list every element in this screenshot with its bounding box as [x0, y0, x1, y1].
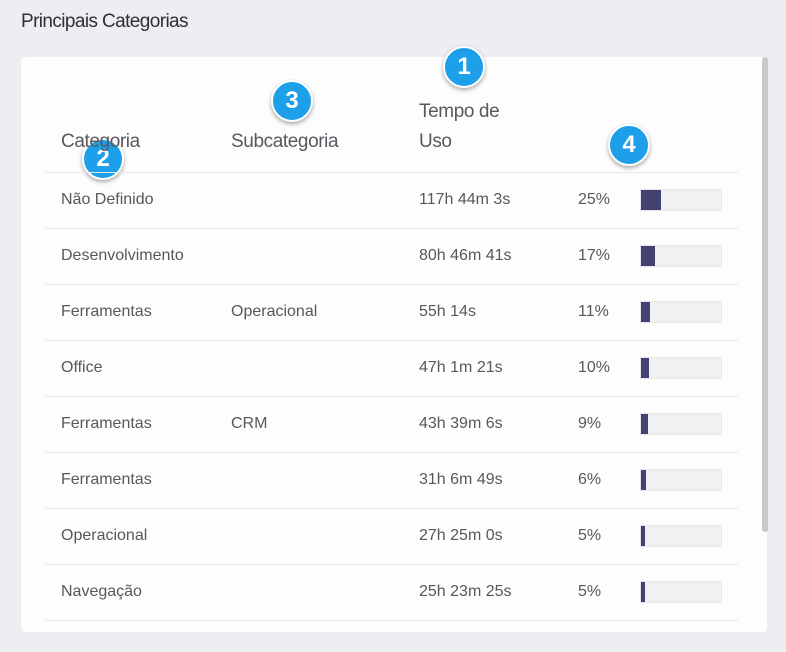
column-header-tempo-de-uso[interactable]: Tempo de Uso — [419, 97, 500, 157]
cell-categoria: Desenvolvimento — [61, 247, 184, 264]
cell-categoria: Não Definido — [61, 191, 154, 208]
cell-tempo: 80h 46m 41s — [419, 247, 512, 264]
share-bar-fill — [641, 526, 645, 546]
table-row[interactable]: Desenvolvimento 80h 46m 41s 17% — [45, 228, 738, 284]
annotation-badge-2: 2 — [82, 138, 124, 180]
column-header-tempo-line2: Uso — [419, 131, 452, 152]
table-row[interactable]: Operacional 27h 25m 0s 5% — [45, 508, 738, 564]
cell-categoria: Office — [61, 359, 103, 376]
cell-percent: 5% — [578, 583, 602, 600]
cell-categoria: Operacional — [61, 527, 148, 544]
share-bar-fill — [641, 470, 646, 490]
cell-tempo: 25h 23m 25s — [419, 583, 512, 600]
share-bar-fill — [641, 190, 661, 210]
cell-percent: 5% — [578, 527, 602, 544]
cell-categoria: Ferramentas — [61, 471, 152, 488]
cell-tempo: 43h 39m 6s — [419, 415, 503, 432]
share-bar-fill — [641, 358, 649, 378]
share-bar-fill — [641, 246, 655, 266]
table-row[interactable]: Não Definido 117h 44m 3s 25% — [45, 172, 738, 228]
cell-tempo: 47h 1m 21s — [419, 359, 503, 376]
categories-card: 2 3 1 4 Categoria Subcategoria Tempo de … — [21, 46, 767, 632]
table-row[interactable]: Navegação 25h 23m 25s 5% — [45, 564, 738, 621]
share-bar-fill — [641, 582, 645, 602]
table-row[interactable]: Ferramentas 31h 6m 49s 6% — [45, 452, 738, 508]
share-bar-track — [640, 301, 722, 323]
cell-tempo: 27h 25m 0s — [419, 527, 503, 544]
cell-percent: 9% — [578, 415, 602, 432]
share-bar-track — [640, 245, 722, 267]
annotation-badge-3: 3 — [271, 80, 313, 122]
table-row[interactable]: Office 47h 1m 21s 10% — [45, 340, 738, 396]
share-bar-track — [640, 357, 722, 379]
share-bar-track — [640, 581, 722, 603]
annotation-badge-1: 1 — [443, 46, 485, 88]
share-bar-track — [640, 413, 722, 435]
cell-tempo: 117h 44m 3s — [419, 191, 511, 208]
cell-percent: 10% — [578, 359, 611, 376]
table-header: 2 3 1 4 Categoria Subcategoria Tempo de … — [21, 46, 767, 180]
share-bar-fill — [641, 302, 650, 322]
column-header-subcategoria[interactable]: Subcategoria — [231, 131, 339, 152]
column-header-categoria[interactable]: Categoria — [61, 131, 140, 152]
share-bar-track — [640, 525, 722, 547]
page-title: Principais Categorias — [21, 11, 189, 32]
cell-percent: 6% — [578, 471, 602, 488]
vertical-scrollbar[interactable] — [762, 57, 768, 532]
cell-subcategoria: Operacional — [231, 303, 318, 320]
cell-tempo: 31h 6m 49s — [419, 471, 503, 488]
cell-percent: 25% — [578, 191, 611, 208]
cell-percent: 11% — [578, 303, 609, 320]
table-row[interactable]: Ferramentas CRM 43h 39m 6s 9% — [45, 396, 738, 452]
share-bar-track — [640, 469, 722, 491]
table-body: Não Definido 117h 44m 3s 25% Desenvolviment… — [45, 172, 738, 621]
table-row[interactable]: Ferramentas Operacional 55h 14s 11% — [45, 284, 738, 340]
share-bar-fill — [641, 414, 649, 434]
share-bar-track — [640, 189, 722, 211]
column-header-tempo-line1: Tempo de — [419, 101, 500, 122]
cell-percent: 17% — [578, 247, 611, 264]
annotation-badge-4: 4 — [608, 124, 650, 166]
cell-tempo: 55h 14s — [419, 303, 476, 320]
cell-categoria: Ferramentas — [61, 415, 152, 432]
cell-categoria: Navegação — [61, 583, 142, 600]
cell-categoria: Ferramentas — [61, 303, 152, 320]
cell-subcategoria: CRM — [231, 415, 268, 432]
